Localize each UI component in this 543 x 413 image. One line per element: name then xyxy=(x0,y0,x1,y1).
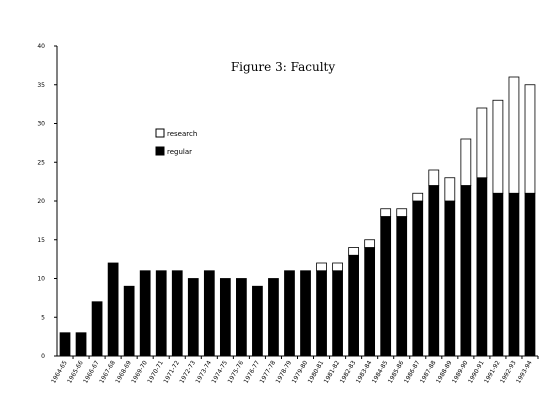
bar-regular-1969-70 xyxy=(139,270,151,357)
bar-regular-1980-81 xyxy=(316,270,327,357)
bars-layer xyxy=(59,76,536,357)
bar-research-1980-81 xyxy=(316,262,327,272)
bar-research-1993-94 xyxy=(524,84,536,194)
bar-regular-1992-93 xyxy=(508,192,520,357)
bar-regular-1988-89 xyxy=(444,200,456,357)
bar-regular-1975-76 xyxy=(236,278,247,357)
bar-research-1991-92 xyxy=(492,99,504,194)
y-tick-label: 40 xyxy=(37,43,45,50)
legend: research regular xyxy=(155,128,197,156)
bar-regular-1964-65 xyxy=(59,332,71,357)
y-tick-label: 15 xyxy=(37,237,45,244)
bar-research-1986-87 xyxy=(412,192,424,202)
bar-regular-1983-84 xyxy=(364,247,376,357)
bar-regular-1976-77 xyxy=(252,285,263,357)
bar-regular-1984-85 xyxy=(380,216,392,357)
bar-regular-1991-92 xyxy=(492,192,504,357)
bar-regular-1971-72 xyxy=(171,270,183,357)
y-tick-label: 35 xyxy=(37,82,45,89)
bar-regular-1990-91 xyxy=(476,177,488,357)
bar-research-1989-90 xyxy=(460,138,472,186)
bar-research-1982-83 xyxy=(348,247,359,256)
bar-regular-1993-94 xyxy=(524,192,536,357)
bar-regular-1974-75 xyxy=(219,278,231,357)
bar-research-1988-89 xyxy=(444,177,456,202)
x-ticks: 1964-651965-661966-671967-681968-691969-… xyxy=(50,356,539,385)
legend-swatch-regular xyxy=(155,146,165,156)
bar-regular-1972-73 xyxy=(187,278,199,357)
legend-label-research: research xyxy=(167,130,197,138)
bar-research-1990-91 xyxy=(476,107,488,179)
bar-research-1981-82 xyxy=(332,262,343,272)
bar-regular-1965-66 xyxy=(75,332,87,357)
bar-regular-1981-82 xyxy=(332,270,343,357)
legend-swatch-research xyxy=(155,128,165,138)
y-tick-label: 10 xyxy=(37,276,45,283)
y-tick-label: 0 xyxy=(41,353,45,360)
bar-regular-1970-71 xyxy=(155,270,167,357)
bar-regular-1966-67 xyxy=(91,301,103,357)
y-ticks: 0 5 10 15 20 25 30 35 40 xyxy=(37,43,57,360)
y-tick-label: 30 xyxy=(37,121,45,128)
bar-regular-1977-78 xyxy=(268,278,279,357)
bar-regular-1979-80 xyxy=(300,270,311,357)
bar-research-1992-93 xyxy=(508,76,520,194)
x-tick-label: 1993-94 xyxy=(515,359,534,384)
legend-label-regular: regular xyxy=(167,148,192,156)
bar-regular-1967-68 xyxy=(107,262,119,357)
bar-regular-1982-83 xyxy=(348,254,359,357)
bar-regular-1989-90 xyxy=(460,185,472,357)
bar-regular-1973-74 xyxy=(203,270,215,357)
y-tick-label: 20 xyxy=(37,198,45,205)
bar-regular-1986-87 xyxy=(412,200,424,357)
bar-regular-1987-88 xyxy=(428,185,440,357)
bar-research-1983-84 xyxy=(364,239,376,248)
y-tick-label: 25 xyxy=(37,159,45,166)
bar-regular-1985-86 xyxy=(396,216,408,357)
bar-research-1987-88 xyxy=(428,169,440,186)
bar-research-1985-86 xyxy=(396,208,408,217)
y-tick-label: 5 xyxy=(41,314,45,321)
chart-title: Figure 3: Faculty xyxy=(231,60,335,74)
bar-research-1984-85 xyxy=(380,208,392,217)
bar-regular-1978-79 xyxy=(284,270,295,357)
bar-regular-1968-69 xyxy=(123,285,135,357)
